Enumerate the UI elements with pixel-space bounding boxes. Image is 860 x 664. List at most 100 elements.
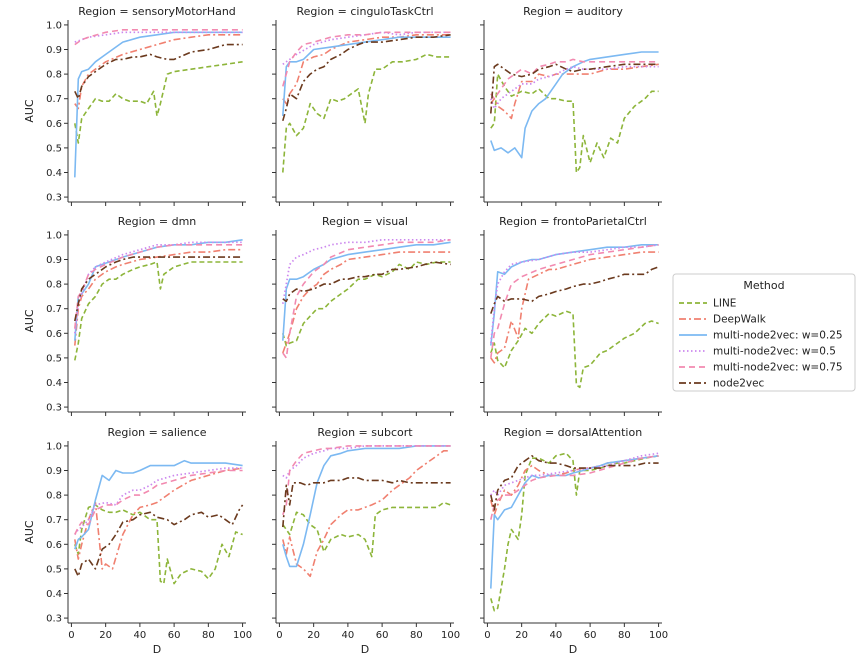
series-line-multi-node2vec-w-0-25 bbox=[74, 459, 243, 550]
panel-frontoparietalctrl: Region = frontoParietalCtrl bbox=[480, 215, 662, 416]
series-group bbox=[74, 459, 244, 585]
panel-title: Region = dmn bbox=[118, 215, 197, 228]
series-line-deepwalk bbox=[282, 251, 451, 354]
x-tick-label: 60 bbox=[168, 630, 181, 641]
series-line-multi-node2vec-w-0-25 bbox=[282, 445, 451, 568]
series-group bbox=[281, 238, 451, 359]
x-axis-label: D bbox=[569, 643, 577, 656]
y-tick-label: 0.5 bbox=[46, 564, 62, 575]
series-line-line bbox=[74, 261, 243, 361]
legend-label: multi-node2vec: w=0.75 bbox=[713, 362, 843, 374]
series-line-node2vec bbox=[490, 63, 659, 114]
legend-label: LINE bbox=[713, 298, 736, 310]
series-line-node2vec bbox=[490, 266, 659, 314]
legend-item-deepwalk: DeepWalk bbox=[679, 314, 767, 326]
series-line-multi-node2vec-w-0-5 bbox=[489, 243, 659, 344]
series-line-line bbox=[282, 53, 451, 173]
legend-title: Method bbox=[743, 279, 784, 292]
panel-title: Region = frontoParietalCtrl bbox=[499, 215, 647, 228]
series-line-deepwalk bbox=[490, 251, 659, 364]
x-tick-label: 80 bbox=[618, 630, 631, 641]
panel-title: Region = cinguloTaskCtrl bbox=[297, 5, 434, 18]
series-line-node2vec bbox=[490, 455, 659, 511]
series-line-multi-node2vec-w-0-25 bbox=[490, 51, 659, 159]
series-line-multi-node2vec-w-0-75 bbox=[282, 31, 451, 87]
y-tick-label: 0.8 bbox=[46, 70, 62, 81]
series-line-multi-node2vec-w-0-75 bbox=[74, 29, 243, 46]
legend-item-multi-node2vec-w-0-5: multi-node2vec: w=0.5 bbox=[679, 346, 836, 358]
y-tick-label: 0.4 bbox=[46, 378, 62, 389]
panel-title: Region = salience bbox=[107, 426, 206, 439]
x-tick-label: 20 bbox=[515, 630, 528, 641]
y-tick-label: 0.5 bbox=[46, 143, 62, 154]
series-line-line bbox=[74, 61, 243, 144]
legend: Method LINE DeepWalk multi-node2vec: w=0.25… bbox=[672, 273, 856, 392]
series-line-node2vec bbox=[74, 256, 243, 322]
x-tick-label: 80 bbox=[202, 630, 215, 641]
x-axis-label: D bbox=[361, 643, 369, 656]
series-group bbox=[73, 239, 243, 361]
series-line-multi-node2vec-w-0-5 bbox=[282, 31, 451, 65]
legend-label: multi-node2vec: w=0.5 bbox=[713, 346, 836, 358]
series-line-line bbox=[74, 504, 243, 585]
series-line-node2vec bbox=[74, 504, 244, 578]
x-tick-label: 60 bbox=[584, 630, 597, 641]
x-tick-label: 20 bbox=[99, 630, 112, 641]
series-line-multi-node2vec-w-0-5 bbox=[73, 241, 243, 334]
series-line-multi-node2vec-w-0-75 bbox=[282, 239, 451, 359]
series-line-multi-node2vec-w-0-25 bbox=[74, 31, 243, 178]
series-line-multi-node2vec-w-0-5 bbox=[490, 452, 659, 496]
panel-title: Region = sensoryMotorHand bbox=[78, 5, 236, 18]
series-line-multi-node2vec-w-0-5 bbox=[281, 238, 451, 304]
panel-auditory: Region = auditory bbox=[480, 5, 662, 206]
x-tick-label: 80 bbox=[410, 630, 423, 641]
y-tick-label: 0.7 bbox=[46, 515, 62, 526]
legend-label: DeepWalk bbox=[713, 314, 767, 326]
legend-label: node2vec bbox=[713, 378, 765, 390]
y-tick-label: 0.3 bbox=[46, 193, 62, 204]
panel-sensorymotorhand: Region = sensoryMotorHand 0.3 0.4 0.5 0.6 0.7… bbox=[23, 5, 246, 206]
x-tick-label: 60 bbox=[376, 630, 389, 641]
x-tick-label: 40 bbox=[342, 630, 355, 641]
x-tick-label: 40 bbox=[134, 630, 147, 641]
series-line-deepwalk bbox=[74, 34, 243, 110]
y-tick-label: 0.7 bbox=[46, 304, 62, 315]
x-axis-label: D bbox=[153, 643, 161, 656]
series-line-multi-node2vec-w-0-75 bbox=[490, 58, 659, 100]
panel-salience: Region = salience 0.3 0.4 0.5 0.6 0.7 0.8 0.9 1.… bbox=[23, 426, 252, 656]
series-group bbox=[282, 31, 451, 173]
series-line-line bbox=[282, 501, 451, 558]
y-tick-label: 0.5 bbox=[46, 353, 62, 364]
y-tick-label: 0.4 bbox=[46, 168, 62, 179]
series-line-deepwalk bbox=[282, 450, 451, 578]
x-tick-label: 20 bbox=[307, 630, 320, 641]
series-line-multi-node2vec-w-0-25 bbox=[282, 36, 451, 116]
series-line-deepwalk bbox=[74, 248, 243, 346]
series-group bbox=[489, 51, 659, 174]
panel-title: Region = visual bbox=[322, 215, 408, 228]
legend-item-multi-node2vec-w-0-75: multi-node2vec: w=0.75 bbox=[679, 362, 843, 374]
x-tick-label: 0 bbox=[276, 630, 282, 641]
y-tick-label: 0.7 bbox=[46, 94, 62, 105]
series-line-line bbox=[282, 261, 451, 347]
series-line-node2vec bbox=[74, 43, 243, 100]
y-tick-label: 1.0 bbox=[46, 441, 62, 452]
legend-label: multi-node2vec: w=0.25 bbox=[713, 330, 843, 342]
y-tick-label: 0.6 bbox=[46, 329, 62, 340]
series-group bbox=[490, 452, 659, 612]
y-tick-label: 0.9 bbox=[46, 466, 62, 477]
panel-dorsalattention: Region = dorsalAttention 0 20 40 60 80 100 D bbox=[480, 426, 668, 656]
panel-title: Region = auditory bbox=[523, 5, 623, 18]
panel-title: Region = subcort bbox=[317, 426, 413, 439]
y-tick-label: 1.0 bbox=[46, 20, 62, 31]
x-tick-label: 100 bbox=[233, 630, 252, 641]
series-line-node2vec bbox=[282, 261, 451, 303]
y-axis-label: AUC bbox=[23, 520, 36, 544]
series-line-multi-node2vec-w-0-25 bbox=[74, 239, 243, 341]
y-tick-label: 0.3 bbox=[46, 614, 62, 625]
y-tick-label: 0.4 bbox=[46, 589, 62, 600]
legend-frame bbox=[672, 273, 856, 392]
series-line-line bbox=[490, 452, 659, 612]
panel-dmn: Region = dmn 0.3 0.4 0.5 0.6 0.7 0.8 0.9 1.0 AUC bbox=[23, 215, 246, 416]
